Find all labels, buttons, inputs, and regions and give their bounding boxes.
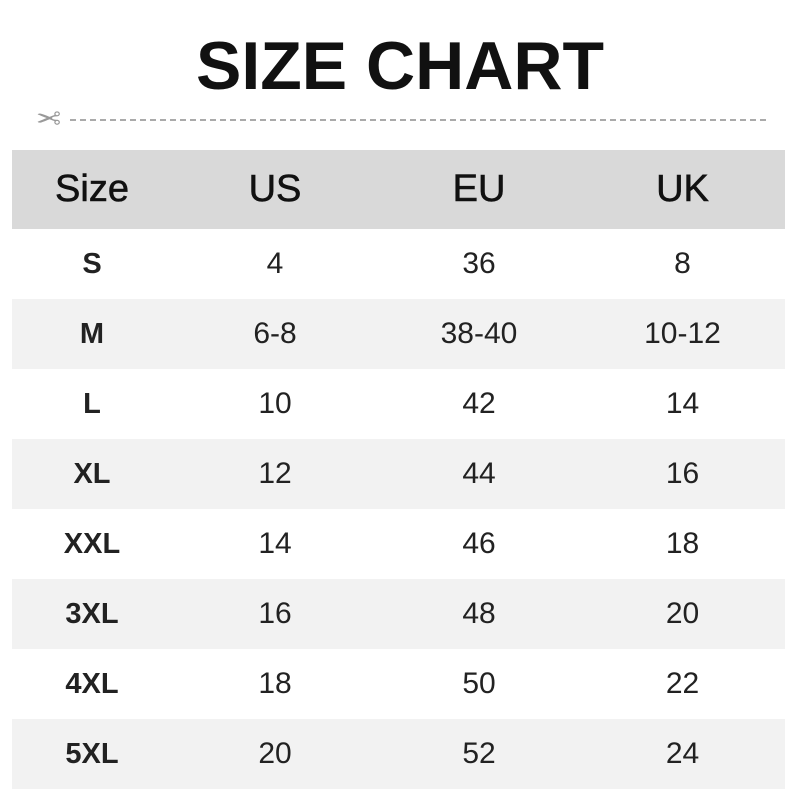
size-value: 48 [462, 597, 496, 630]
column-header: US [248, 168, 302, 211]
size-label: 5XL [65, 737, 119, 770]
table-row: XXL 14 46 18 [12, 509, 785, 579]
column-header: Size [55, 168, 130, 211]
size-value: 50 [462, 667, 496, 700]
dashed-divider [70, 119, 766, 121]
size-value: 4 [266, 247, 284, 280]
size-value: 18 [665, 527, 700, 560]
size-label: L [83, 387, 101, 420]
size-value: 20 [258, 737, 292, 770]
table-row: XL 12 44 16 [12, 439, 785, 509]
size-value: 46 [462, 527, 496, 560]
column-header: UK [656, 168, 709, 211]
scissors-icon: ✂ [36, 103, 62, 136]
table-row: 3XL 16 48 20 [12, 579, 785, 649]
size-label: S [82, 247, 102, 280]
size-value: 10-12 [644, 317, 721, 350]
size-label: XXL [63, 527, 121, 560]
size-value: 16 [665, 457, 700, 490]
table-row: M 6-8 38-40 10-12 [12, 299, 785, 369]
cut-line: ✂ [36, 103, 766, 136]
size-value: 20 [665, 597, 700, 630]
size-label: XL [73, 457, 111, 490]
size-value: 6-8 [253, 317, 297, 350]
size-label: 4XL [65, 667, 119, 700]
size-value: 8 [674, 247, 691, 280]
page-title: SIZE CHART [196, 28, 604, 104]
size-value: 52 [462, 737, 496, 770]
size-label: M [79, 317, 105, 350]
size-value: 18 [258, 667, 292, 700]
table-row: S 4 36 8 [12, 229, 785, 299]
header-row: Size US EU UK [12, 150, 785, 229]
size-value: 12 [258, 457, 292, 490]
table-row: 4XL 18 50 22 [12, 649, 785, 719]
size-value: 14 [258, 527, 292, 560]
size-value: 38-40 [440, 317, 518, 350]
size-value: 42 [462, 387, 496, 420]
size-value: 22 [665, 667, 700, 700]
size-value: 24 [665, 737, 700, 770]
size-value: 16 [258, 597, 292, 630]
table-row: 5XL 20 52 24 [12, 719, 785, 789]
table-row: L 10 42 14 [12, 369, 785, 439]
size-value: 36 [462, 247, 496, 280]
size-value: 14 [665, 387, 700, 420]
size-value: 10 [258, 387, 292, 420]
size-label: 3XL [65, 597, 119, 630]
column-header: EU [452, 168, 506, 211]
size-value: 44 [462, 457, 496, 490]
size-table: Size US EU UK S 4 36 8 M 6-8 38-40 10-12 L 10 42 14 XL 1… [12, 150, 785, 789]
